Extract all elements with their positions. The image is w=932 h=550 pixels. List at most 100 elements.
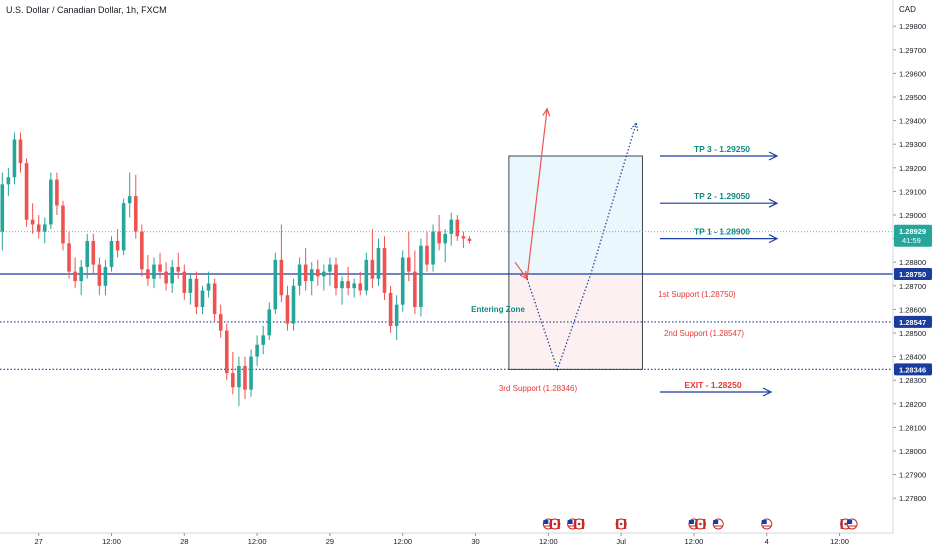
candle-body xyxy=(182,271,187,293)
candle[interactable] xyxy=(6,167,11,197)
candle[interactable] xyxy=(12,132,17,185)
x-tick-label: 27 xyxy=(35,537,43,546)
candle[interactable] xyxy=(121,198,126,256)
candle[interactable] xyxy=(376,238,381,286)
candle[interactable] xyxy=(243,356,247,400)
candle[interactable] xyxy=(206,271,211,298)
candle[interactable] xyxy=(267,302,272,341)
candle[interactable] xyxy=(388,285,393,333)
candle[interactable] xyxy=(467,236,472,244)
economic-event-marker[interactable] xyxy=(761,518,773,530)
candle[interactable] xyxy=(400,250,405,312)
candle[interactable] xyxy=(340,276,344,305)
candle-body xyxy=(455,219,460,237)
candle[interactable] xyxy=(61,200,65,251)
candle[interactable] xyxy=(419,238,423,317)
candle[interactable] xyxy=(30,203,35,234)
candle[interactable] xyxy=(303,248,308,291)
candle[interactable] xyxy=(322,264,326,291)
candle[interactable] xyxy=(79,259,83,296)
candle[interactable] xyxy=(85,233,90,279)
candle[interactable] xyxy=(140,224,144,277)
candle[interactable] xyxy=(279,224,284,303)
candle[interactable] xyxy=(73,257,77,289)
candle[interactable] xyxy=(164,262,168,291)
economic-event-marker[interactable] xyxy=(840,518,858,530)
tp-label: TP 1 - 1.28900 xyxy=(694,227,750,237)
candle[interactable] xyxy=(182,264,187,300)
economic-event-marker[interactable] xyxy=(542,518,561,530)
candle[interactable] xyxy=(0,172,5,251)
candle[interactable] xyxy=(249,349,253,397)
candle[interactable] xyxy=(115,229,120,258)
candle[interactable] xyxy=(152,257,156,289)
economic-event-marker[interactable] xyxy=(688,518,706,530)
economic-events-row[interactable] xyxy=(542,518,858,530)
time-axis[interactable]: 27 12:00 28 12:00 29 12:00 30 12:00 Jul 12:00 4 12:… xyxy=(0,532,893,546)
candle[interactable] xyxy=(194,271,199,315)
candle[interactable] xyxy=(170,259,174,293)
candle[interactable] xyxy=(36,215,41,239)
candle[interactable] xyxy=(176,252,181,279)
candle[interactable] xyxy=(315,259,320,286)
candle[interactable] xyxy=(218,304,223,338)
candle[interactable] xyxy=(364,252,369,296)
economic-event-marker[interactable] xyxy=(615,518,627,530)
candle[interactable] xyxy=(91,233,96,274)
ca-flag-band-left xyxy=(695,519,698,529)
economic-event-marker[interactable] xyxy=(567,518,585,530)
candlestick-series[interactable] xyxy=(0,132,472,407)
candle[interactable] xyxy=(370,229,375,289)
candle[interactable] xyxy=(297,257,302,296)
candle[interactable] xyxy=(291,278,296,331)
candle[interactable] xyxy=(449,212,454,246)
candle[interactable] xyxy=(224,323,229,381)
candle[interactable] xyxy=(261,325,265,355)
candle[interactable] xyxy=(437,215,441,251)
candle[interactable] xyxy=(346,266,350,296)
candle[interactable] xyxy=(443,229,447,263)
price-axis[interactable]: CAD 1.29800 1.29700 1.29600 1.29500 1.29400 1.… xyxy=(892,0,932,550)
candle[interactable] xyxy=(49,172,53,230)
candle[interactable] xyxy=(212,278,217,322)
candle[interactable] xyxy=(200,285,205,315)
candle[interactable] xyxy=(285,285,290,331)
candle[interactable] xyxy=(406,231,411,282)
candle[interactable] xyxy=(255,335,259,367)
candle[interactable] xyxy=(55,172,59,215)
candle[interactable] xyxy=(231,351,235,395)
candle[interactable] xyxy=(425,231,429,272)
candle[interactable] xyxy=(273,252,278,315)
candle[interactable] xyxy=(146,255,150,286)
candle[interactable] xyxy=(109,236,114,272)
candle[interactable] xyxy=(358,271,363,296)
candle[interactable] xyxy=(328,257,332,286)
support-price-badge-1: 1.28750 xyxy=(894,268,932,280)
candle[interactable] xyxy=(413,250,417,315)
candle[interactable] xyxy=(42,217,47,244)
candle[interactable] xyxy=(97,257,102,296)
candle[interactable] xyxy=(394,295,399,341)
us-flag-canton xyxy=(713,520,719,524)
candle[interactable] xyxy=(309,262,314,296)
candle-body xyxy=(85,240,90,267)
candle[interactable] xyxy=(18,132,23,173)
candle[interactable] xyxy=(103,259,108,296)
candle[interactable] xyxy=(127,172,132,218)
candle[interactable] xyxy=(158,252,162,279)
candle[interactable] xyxy=(67,231,71,279)
candle[interactable] xyxy=(24,158,29,227)
candle[interactable] xyxy=(352,278,356,298)
candle[interactable] xyxy=(382,236,387,300)
candle[interactable] xyxy=(431,224,435,272)
economic-event-marker[interactable] xyxy=(712,518,724,530)
candle[interactable] xyxy=(188,274,193,305)
candle[interactable] xyxy=(461,231,466,249)
candle[interactable] xyxy=(133,174,138,239)
candle[interactable] xyxy=(334,257,338,296)
candle[interactable] xyxy=(237,356,241,407)
candle[interactable] xyxy=(455,215,460,241)
candle-body xyxy=(55,179,59,206)
